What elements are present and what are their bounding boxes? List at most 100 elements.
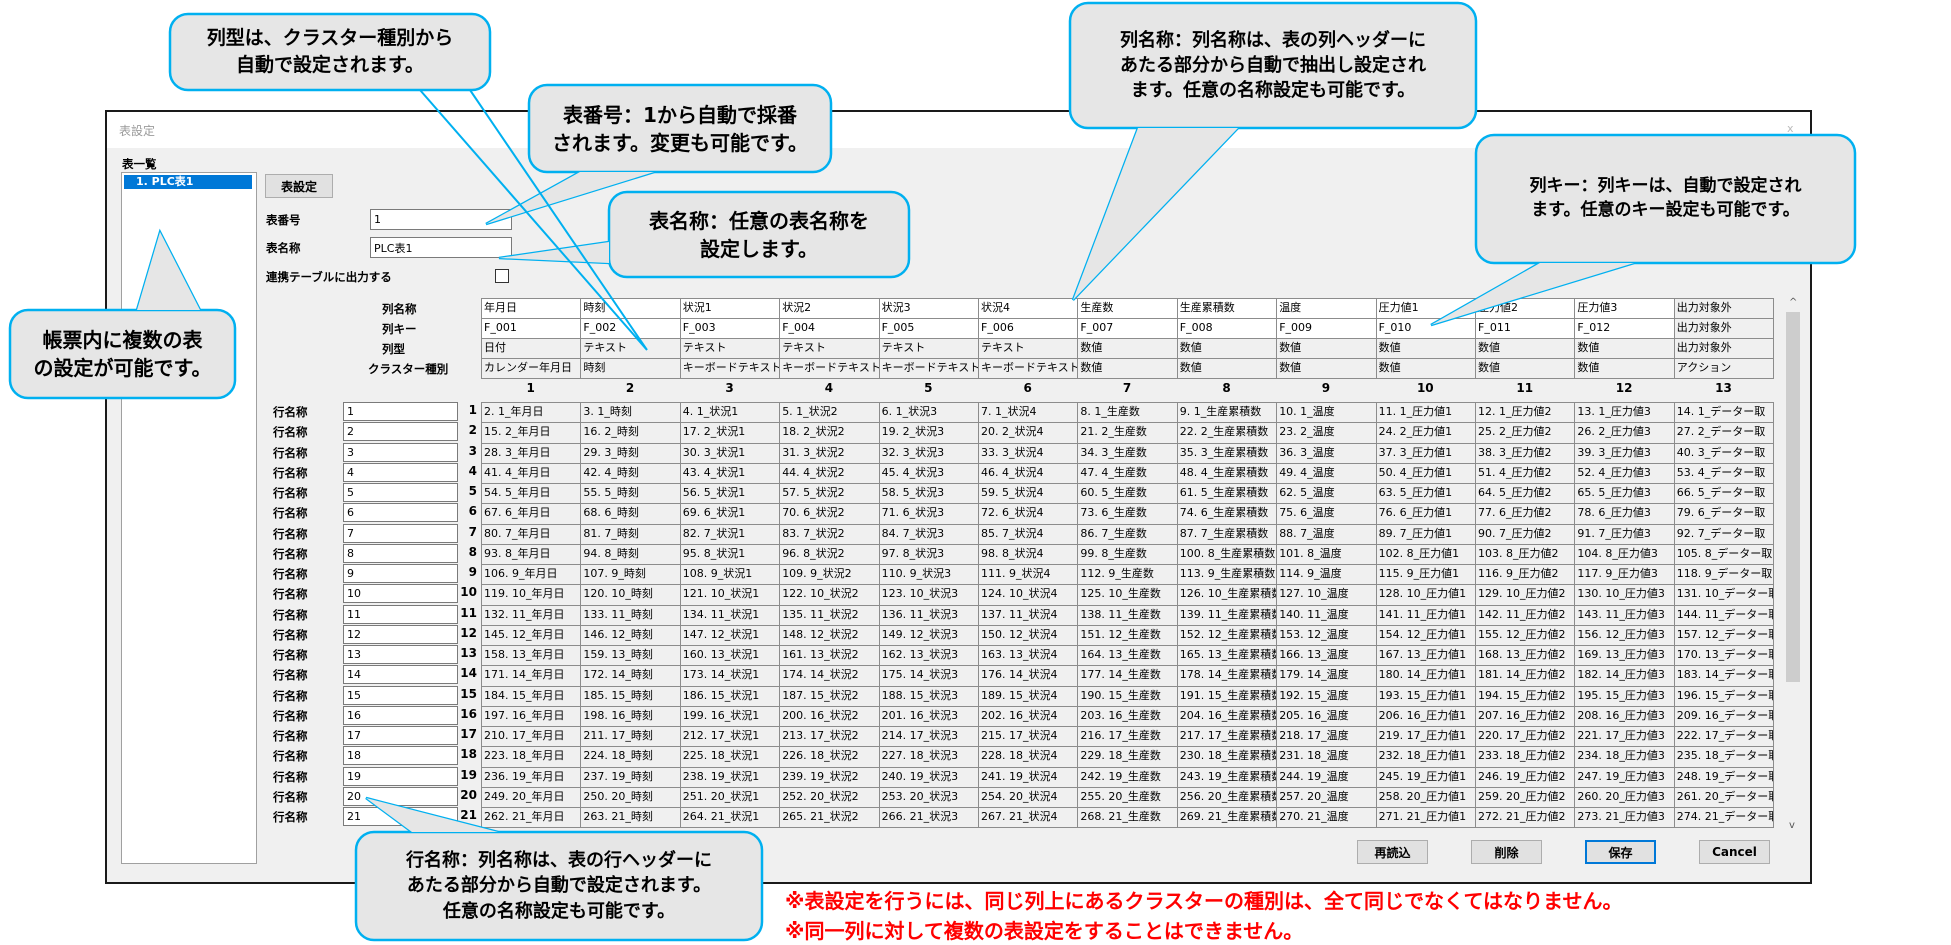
row-name-input[interactable]: 19 [343, 766, 458, 786]
table-cell[interactable]: 176. 14_状況4 [978, 665, 1079, 687]
row-name-input[interactable]: 2 [343, 422, 458, 442]
header-cell-column-keys[interactable]: F_001 [481, 318, 582, 339]
table-cell[interactable]: 38. 3_圧力値2 [1475, 442, 1576, 464]
table-cell[interactable]: 27. 2_データー取 [1673, 422, 1775, 444]
table-cell[interactable]: 163. 13_状況4 [978, 645, 1079, 667]
table-cell[interactable]: 57. 5_状況2 [779, 483, 880, 505]
table-cell[interactable]: 216. 17_生産数 [1077, 726, 1178, 748]
table-cell[interactable]: 14. 1_データー取 [1673, 402, 1775, 424]
table-cell[interactable]: 179. 14_温度 [1276, 665, 1377, 687]
table-cell[interactable]: 117. 9_圧力値3 [1574, 564, 1675, 586]
table-cell[interactable]: 184. 15_年月日 [481, 685, 582, 707]
table-cell[interactable]: 136. 11_状況3 [878, 604, 979, 626]
table-cell[interactable]: 82. 7_状況1 [679, 523, 781, 545]
table-cell[interactable]: 69. 6_状況1 [679, 503, 781, 525]
table-cell[interactable]: 49. 4_温度 [1276, 462, 1377, 484]
table-cell[interactable]: 26. 2_圧力値3 [1574, 422, 1675, 444]
table-cell[interactable]: 102. 8_圧力値1 [1375, 543, 1476, 565]
table-cell[interactable]: 105. 8_データー取 [1673, 543, 1775, 565]
table-cell[interactable]: 133. 11_時刻 [580, 604, 681, 626]
scrollbar-thumb[interactable] [1786, 312, 1800, 682]
save-button[interactable]: 保存 [1585, 840, 1656, 864]
row-name-input[interactable]: 16 [343, 705, 458, 725]
table-cell[interactable]: 166. 13_温度 [1276, 645, 1377, 667]
table-cell[interactable]: 91. 7_圧力値3 [1574, 523, 1675, 545]
table-cell[interactable]: 197. 16_年月日 [481, 705, 582, 727]
table-cell[interactable]: 40. 3_データー取 [1673, 442, 1775, 464]
row-name-input[interactable]: 6 [343, 503, 458, 523]
table-cell[interactable]: 95. 8_状況1 [679, 543, 781, 565]
table-cell[interactable]: 212. 17_状況1 [679, 726, 781, 748]
table-cell[interactable]: 118. 9_データー取 [1673, 564, 1775, 586]
table-cell[interactable]: 119. 10_年月日 [481, 584, 582, 606]
table-cell[interactable]: 96. 8_状況2 [779, 543, 880, 565]
table-cell[interactable]: 62. 5_温度 [1276, 483, 1377, 505]
table-cell[interactable]: 228. 18_状況4 [978, 746, 1079, 768]
header-cell-column-keys[interactable]: F_007 [1077, 318, 1178, 339]
table-cell[interactable]: 257. 20_温度 [1276, 786, 1377, 808]
table-cell[interactable]: 213. 17_状況2 [779, 726, 880, 748]
header-cell-column-keys[interactable]: F_010 [1375, 318, 1476, 339]
table-cell[interactable]: 107. 9_時刻 [580, 564, 681, 586]
table-cell[interactable]: 268. 21_生産数 [1077, 807, 1178, 829]
table-cell[interactable]: 103. 8_圧力値2 [1475, 543, 1576, 565]
table-number-input[interactable]: 1 [370, 209, 512, 230]
row-name-input[interactable]: 9 [343, 564, 458, 583]
header-cell-column-names[interactable]: 生産累積数 [1176, 298, 1278, 319]
header-cell-column-names[interactable]: 状況2 [779, 298, 880, 319]
row-name-input[interactable]: 15 [343, 685, 458, 705]
table-cell[interactable]: 186. 15_状況1 [679, 685, 781, 707]
table-cell[interactable]: 88. 7_温度 [1276, 523, 1377, 545]
delete-button[interactable]: 削除 [1471, 840, 1542, 864]
table-cell[interactable]: 108. 9_状況1 [679, 564, 781, 586]
table-cell[interactable]: 63. 5_圧力値1 [1375, 483, 1476, 505]
row-name-input[interactable]: 3 [343, 442, 458, 462]
table-cell[interactable]: 55. 5_時刻 [580, 483, 681, 505]
table-cell[interactable]: 18. 2_状況2 [779, 422, 880, 444]
scroll-down-icon[interactable]: v [1789, 820, 1795, 831]
table-cell[interactable]: 32. 3_状況3 [878, 442, 979, 464]
header-cell-column-names[interactable]: 出力対象外 [1673, 298, 1775, 319]
table-cell[interactable]: 265. 21_状況2 [779, 807, 880, 829]
table-cell[interactable]: 141. 11_圧力値1 [1375, 604, 1476, 626]
table-settings-button[interactable]: 表設定 [265, 174, 333, 198]
table-cell[interactable]: 242. 19_生産数 [1077, 766, 1178, 788]
table-cell[interactable]: 225. 18_状況1 [679, 746, 781, 768]
table-cell[interactable]: 205. 16_温度 [1276, 705, 1377, 727]
table-cell[interactable]: 264. 21_状況1 [679, 807, 781, 829]
table-cell[interactable]: 17. 2_状況1 [679, 422, 781, 444]
table-cell[interactable]: 241. 19_状況4 [978, 766, 1079, 788]
table-cell[interactable]: 245. 19_圧力値1 [1375, 766, 1476, 788]
row-name-input[interactable]: 14 [343, 665, 458, 685]
table-cell[interactable]: 130. 10_圧力値3 [1574, 584, 1675, 606]
table-cell[interactable]: 66. 5_データー取 [1673, 483, 1775, 505]
table-cell[interactable]: 24. 2_圧力値1 [1375, 422, 1476, 444]
table-cell[interactable]: 158. 13_年月日 [481, 645, 582, 667]
table-cell[interactable]: 175. 14_状況3 [878, 665, 979, 687]
header-cell-column-keys[interactable]: F_006 [978, 318, 1079, 339]
table-cell[interactable]: 271. 21_圧力値1 [1375, 807, 1476, 829]
table-list-item-selected[interactable]: 1. PLC表1 [124, 175, 252, 189]
row-name-input[interactable]: 11 [343, 604, 458, 624]
table-cell[interactable]: 4. 1_状況1 [679, 402, 781, 424]
table-cell[interactable]: 178. 14_生産累積数 [1176, 665, 1278, 687]
scroll-up-icon[interactable]: ^ [1789, 297, 1798, 308]
table-cell[interactable]: 251. 20_状況1 [679, 786, 781, 808]
table-cell[interactable]: 160. 13_状況1 [679, 645, 781, 667]
row-name-input[interactable]: 12 [343, 624, 458, 644]
table-cell[interactable]: 220. 17_圧力値2 [1475, 726, 1576, 748]
table-cell[interactable]: 45. 4_状況3 [878, 462, 979, 484]
table-cell[interactable]: 123. 10_状況3 [878, 584, 979, 606]
table-cell[interactable]: 134. 11_状況1 [679, 604, 781, 626]
table-cell[interactable]: 247. 19_圧力値3 [1574, 766, 1675, 788]
table-cell[interactable]: 261. 20_データー取 [1673, 786, 1775, 808]
table-cell[interactable]: 248. 19_データー取 [1673, 766, 1775, 788]
table-cell[interactable]: 198. 16_時刻 [580, 705, 681, 727]
table-cell[interactable]: 6. 1_状況3 [878, 402, 979, 424]
table-cell[interactable]: 222. 17_データー取 [1673, 726, 1775, 748]
header-cell-column-names[interactable]: 温度 [1276, 298, 1377, 319]
table-cell[interactable]: 165. 13_生産累積数 [1176, 645, 1278, 667]
table-cell[interactable]: 150. 12_状況4 [978, 624, 1079, 646]
close-icon[interactable]: x [1787, 122, 1794, 135]
table-cell[interactable]: 263. 21_時刻 [580, 807, 681, 829]
